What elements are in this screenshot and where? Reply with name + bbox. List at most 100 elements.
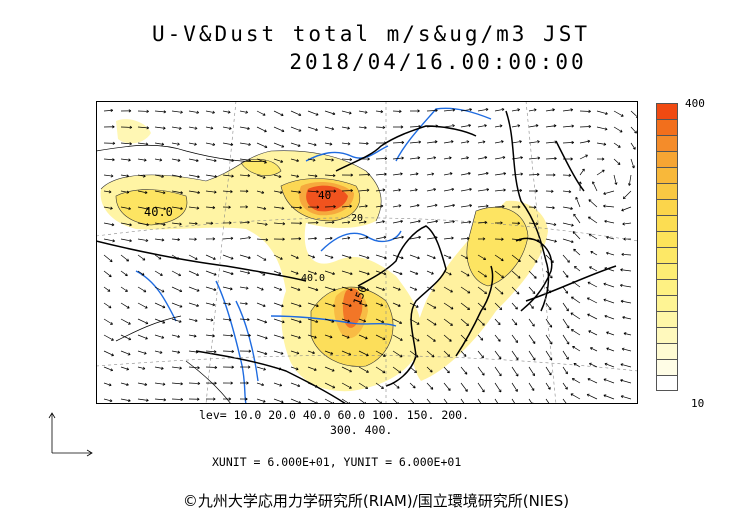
wind-arrow [375, 302, 384, 307]
wind-arrow [409, 203, 420, 208]
wind-arrow [443, 220, 455, 224]
wind-arrow [290, 142, 301, 147]
wind-arrow [562, 286, 569, 294]
wind-arrow [573, 362, 581, 368]
wind-arrow [154, 398, 167, 402]
wind-arrow [392, 254, 404, 260]
wind-arrow [586, 393, 598, 400]
wind-arrow [579, 154, 588, 160]
wind-arrow [188, 270, 200, 277]
wind-arrow [596, 142, 607, 146]
wind-arrow [341, 382, 352, 389]
wind-arrow [562, 318, 570, 329]
wind-arrow [223, 397, 232, 401]
wind-arrow [494, 172, 507, 176]
wind-arrow [171, 206, 183, 211]
wind-arrow [589, 266, 598, 272]
wind-arrow [604, 219, 615, 224]
wind-arrow [188, 237, 197, 241]
wind-arrow [341, 318, 350, 323]
wind-arrow [358, 366, 369, 373]
wind-arrow [256, 302, 266, 308]
wind-arrow [358, 318, 367, 323]
wind-arrow [622, 190, 632, 200]
wind-arrow [392, 156, 404, 160]
wind-arrow [358, 236, 369, 240]
wind-arrow [545, 366, 552, 376]
wind-arrow [358, 302, 368, 307]
wind-arrow [572, 231, 581, 240]
wind-arrow [443, 334, 452, 342]
wind-arrow [528, 156, 541, 160]
wind-arrow [409, 254, 420, 260]
wind-arrow [545, 124, 557, 128]
wind-arrow [358, 110, 368, 114]
wind-arrow [477, 366, 485, 376]
wind-arrow [120, 142, 132, 146]
wind-arrow [273, 366, 282, 371]
wind-arrow [477, 254, 487, 260]
wind-arrow [120, 190, 130, 194]
wind-arrow [375, 270, 387, 276]
wind-arrow [324, 366, 335, 372]
wind-arrow [307, 205, 320, 209]
wind-arrow [188, 366, 200, 370]
wind-arrow [290, 350, 300, 355]
wind-arrow [575, 196, 581, 208]
wind-arrow [324, 334, 333, 339]
wind-arrow [103, 398, 113, 403]
wind-arrow [545, 334, 553, 345]
wind-arrow [622, 222, 632, 226]
unit-info: XUNIT = 6.000E+01, YUNIT = 6.000E+01 [212, 455, 462, 469]
wind-arrow [154, 350, 163, 354]
wind-arrow [392, 286, 401, 291]
wind-arrow [154, 206, 167, 211]
wind-arrow [188, 126, 198, 130]
wind-arrow [120, 158, 131, 162]
wind-arrow [273, 190, 283, 194]
wind-arrow [120, 398, 131, 403]
wind-arrow [324, 382, 336, 389]
colorbar-swatch [656, 135, 678, 151]
wind-arrow [511, 188, 523, 193]
wind-arrow [137, 109, 149, 113]
wind-arrow [290, 334, 301, 339]
wind-arrow [222, 318, 232, 322]
wind-arrow [120, 109, 132, 113]
wind-arrow [256, 206, 267, 211]
wind-arrow [137, 238, 149, 242]
wind-arrow [545, 350, 553, 361]
wind-arrow [570, 312, 581, 320]
wind-arrow [375, 220, 385, 224]
wind-arrow [621, 252, 632, 257]
wind-arrow [120, 366, 130, 371]
wind-arrow [188, 142, 197, 146]
wind-arrow [426, 108, 438, 113]
wind-arrow [222, 381, 233, 385]
wind-arrow [409, 366, 417, 374]
wind-arrow [545, 156, 557, 161]
wind-arrow [256, 350, 268, 356]
wind-arrow [477, 124, 487, 128]
wind-arrow [494, 334, 501, 342]
wind-arrow [443, 172, 453, 176]
wind-arrow [528, 302, 534, 309]
wind-arrow [239, 365, 251, 369]
wind-arrow [603, 378, 615, 384]
wind-arrow [290, 126, 302, 132]
wind-arrow [324, 254, 334, 259]
wind-arrow [375, 350, 386, 357]
wind-arrow [460, 270, 470, 277]
wind-arrow [477, 382, 485, 393]
wind-arrow [511, 156, 523, 160]
wind-arrow [460, 236, 470, 241]
wind-arrow [596, 126, 608, 131]
wind-arrow [375, 110, 384, 114]
wind-arrow [137, 158, 147, 162]
wind-arrow [120, 238, 132, 243]
wind-arrow [623, 332, 632, 336]
wind-arrow [103, 190, 112, 194]
wind-arrow [604, 267, 615, 272]
map-title: U-V&Dust total m/s&ug/m3 JST [151, 22, 590, 46]
contour-label: 40.0 [144, 205, 173, 219]
